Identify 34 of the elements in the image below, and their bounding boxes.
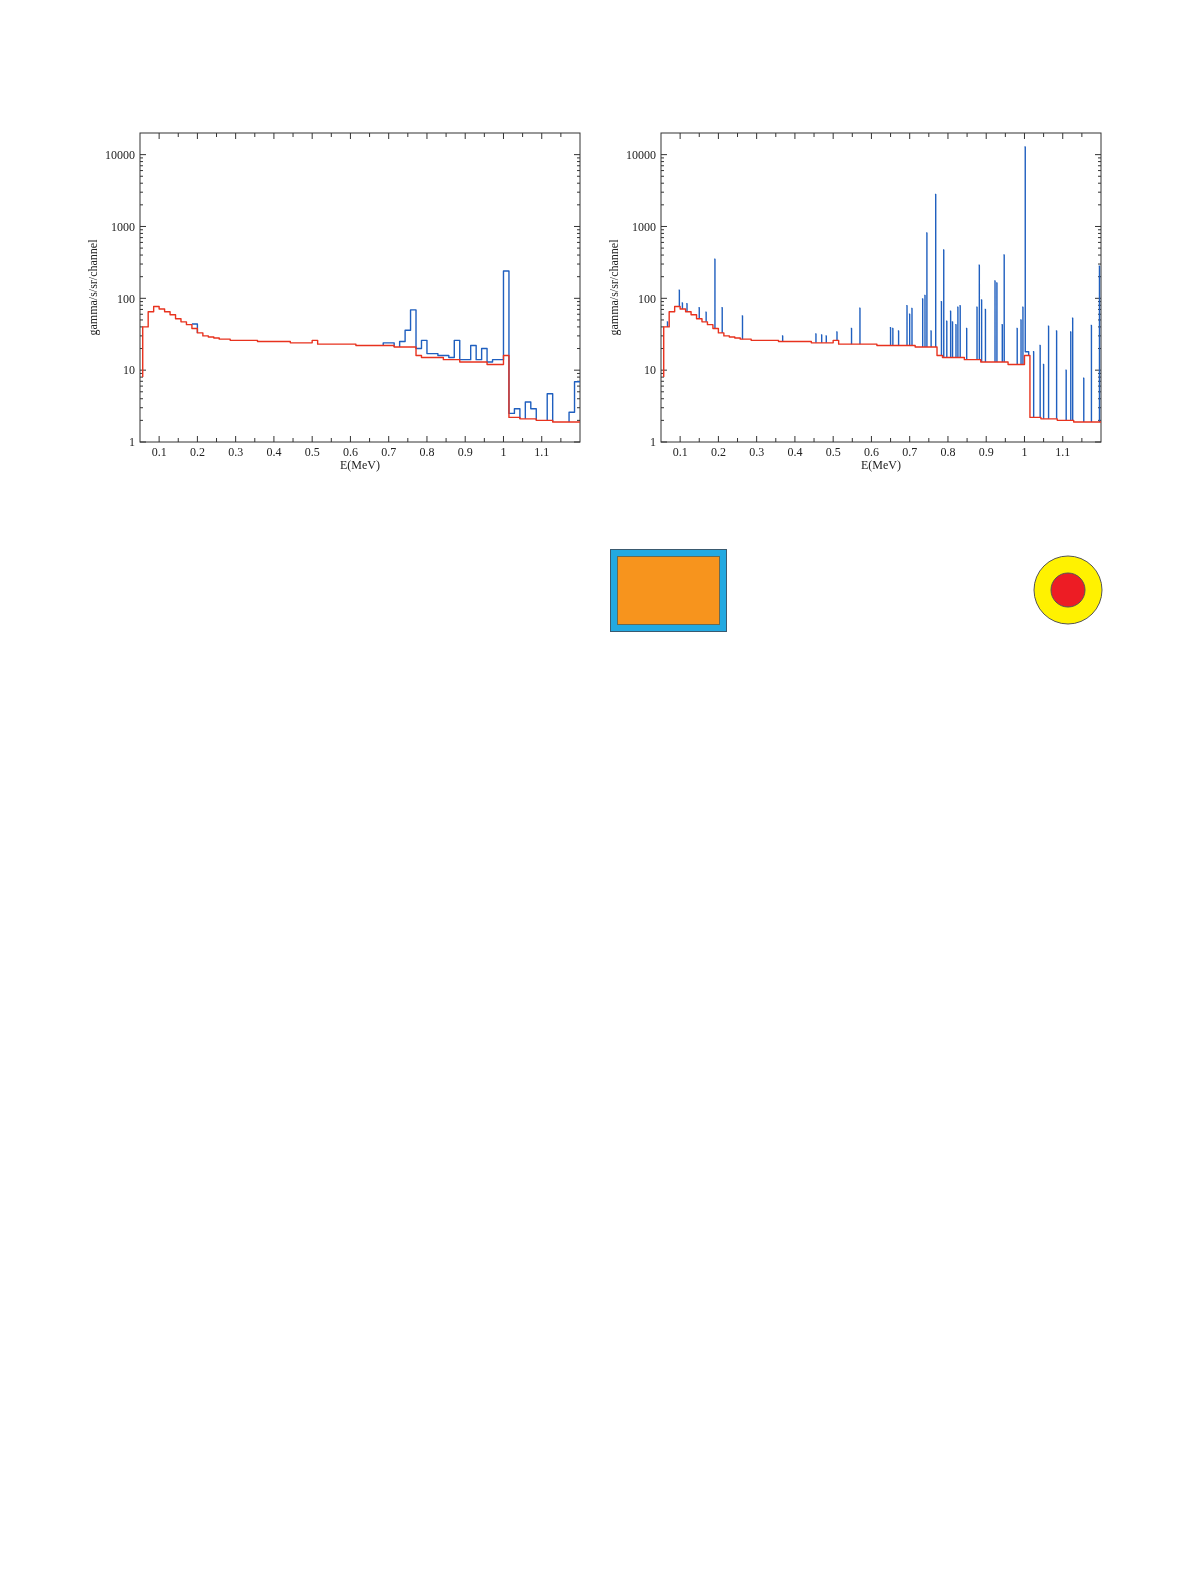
y-tick-label: 100 bbox=[117, 291, 135, 306]
x-tick-label: 0.9 bbox=[457, 445, 473, 459]
y-axis-title: gamma/s/sr/channel bbox=[607, 238, 621, 336]
y-axis-title: gamma/s/sr/channel bbox=[86, 238, 100, 336]
x-tick-label: 0.5 bbox=[304, 445, 320, 459]
x-axis-title: E(MeV) bbox=[340, 458, 380, 472]
x-tick-label: 0.6 bbox=[863, 445, 879, 459]
x-tick-label: 0.4 bbox=[787, 445, 803, 459]
y-tick-label: 10 bbox=[123, 363, 135, 378]
y-tick-label: 1000 bbox=[632, 219, 656, 234]
x-tick-label: 0.9 bbox=[978, 445, 994, 459]
x-tick-label: 0.4 bbox=[266, 445, 282, 459]
y-tick-label: 1000 bbox=[111, 219, 135, 234]
x-tick-label: 0.3 bbox=[749, 445, 765, 459]
x-tick-label: 0.7 bbox=[902, 445, 918, 459]
x-tick-label: 0.2 bbox=[710, 445, 726, 459]
y-tick-label: 100 bbox=[638, 291, 656, 306]
x-tick-label: 0.3 bbox=[228, 445, 244, 459]
x-tick-label: 0.6 bbox=[342, 445, 358, 459]
x-tick-label: 0.1 bbox=[672, 445, 688, 459]
x-tick-label: 1.1 bbox=[534, 445, 550, 459]
x-tick-label: 1 bbox=[500, 445, 507, 459]
y-tick-label: 10000 bbox=[626, 147, 656, 162]
x-tick-label: 0.1 bbox=[151, 445, 167, 459]
x-tick-label: 0.2 bbox=[189, 445, 205, 459]
x-tick-label: 0.8 bbox=[419, 445, 435, 459]
y-tick-label: 10 bbox=[644, 363, 656, 378]
x-tick-label: 1 bbox=[1021, 445, 1028, 459]
x-tick-label: 1.1 bbox=[1055, 445, 1071, 459]
x-tick-label: 0.7 bbox=[381, 445, 397, 459]
y-tick-label: 10000 bbox=[105, 147, 135, 162]
x-tick-label: 0.8 bbox=[940, 445, 956, 459]
x-tick-label: 0.5 bbox=[825, 445, 841, 459]
x-axis-title: E(MeV) bbox=[861, 458, 901, 472]
